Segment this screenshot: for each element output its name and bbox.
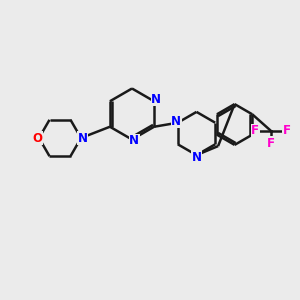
Text: N: N: [151, 93, 161, 106]
Text: N: N: [77, 131, 88, 145]
Text: N: N: [191, 151, 202, 164]
Text: F: F: [251, 124, 259, 137]
Text: F: F: [283, 124, 290, 137]
Text: O: O: [32, 131, 43, 145]
Text: N: N: [129, 134, 139, 148]
Text: F: F: [267, 137, 275, 150]
Text: N: N: [171, 115, 181, 128]
